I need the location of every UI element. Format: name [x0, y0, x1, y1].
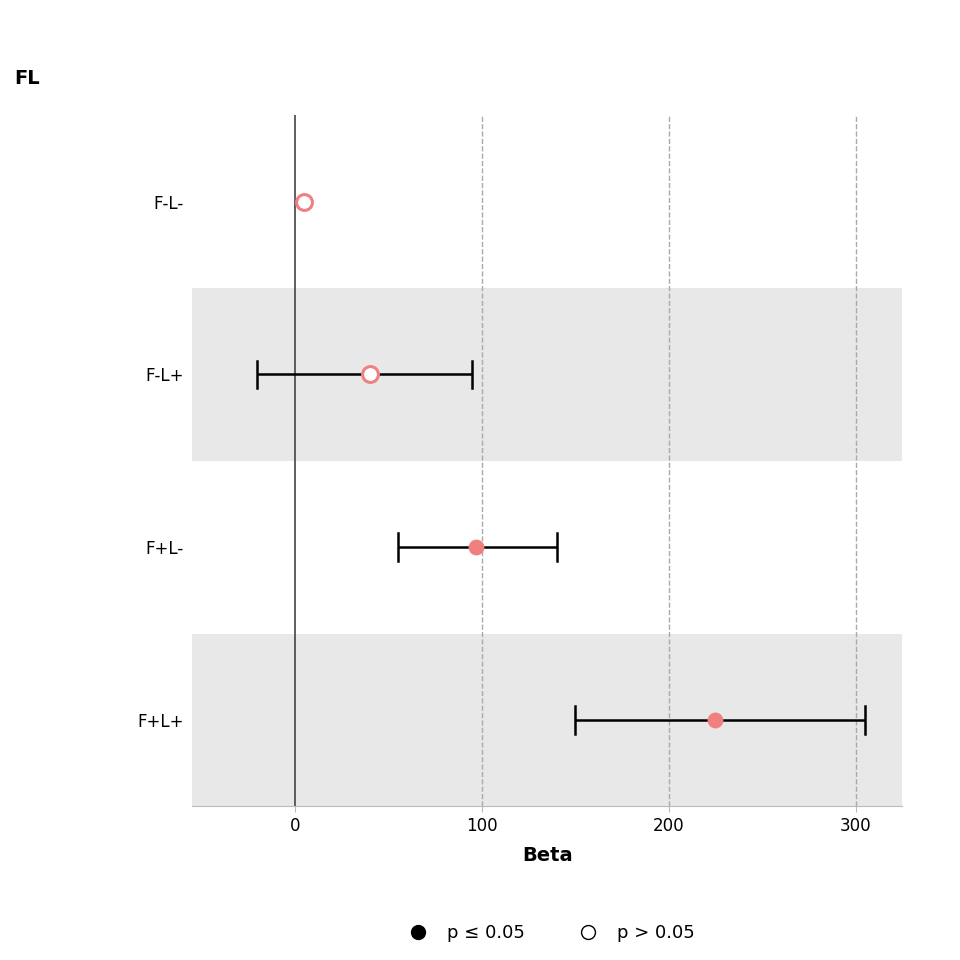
Bar	[192, 634, 902, 806]
Point	[297, 194, 312, 209]
X-axis label: Beta: Beta	[522, 846, 572, 865]
Bar	[192, 288, 902, 461]
Text: FL: FL	[14, 68, 40, 87]
Point	[362, 367, 377, 382]
Point	[468, 540, 484, 555]
Legend: p ≤ 0.05, p > 0.05: p ≤ 0.05, p > 0.05	[393, 917, 702, 949]
Point	[708, 712, 723, 728]
